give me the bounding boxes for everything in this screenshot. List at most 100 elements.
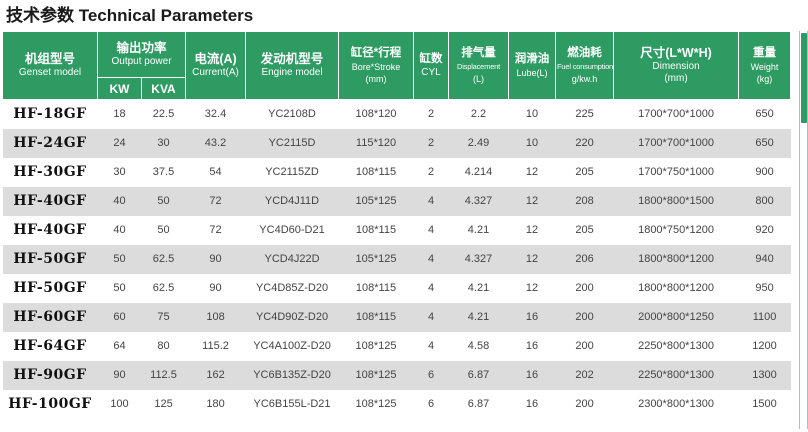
col-header-output-power: 输出功率 Output power <box>96 31 187 78</box>
table-cell: 225 <box>555 99 614 129</box>
table-cell: 1800*800*1200 <box>613 273 739 303</box>
table-cell: 105*125 <box>338 244 414 274</box>
bore-stroke-en: Bore*Stroke <box>351 62 401 72</box>
kw-label: KW <box>109 81 130 96</box>
table-cell: 162 <box>185 360 246 390</box>
cell-genset-model: HF-64GF <box>2 331 98 361</box>
table-cell: 72 <box>185 215 246 245</box>
displacement-en: Displacement <box>456 62 501 71</box>
table-cell: 50 <box>141 215 186 245</box>
cell-genset-model: HF-18GF <box>2 99 98 129</box>
table-cell: 80 <box>141 331 186 361</box>
table-cell: 108*115 <box>338 273 414 303</box>
table-cell: 205 <box>555 215 614 245</box>
table-cell: 90 <box>97 360 142 390</box>
page-title: 技术参数 Technical Parameters <box>6 6 254 25</box>
bore-stroke-cn: 缸径*行程 <box>350 47 402 59</box>
cyl-cn: 缸数 <box>419 53 443 65</box>
table-cell: 180 <box>185 389 246 419</box>
col-header-fuel-consumption: 燃油耗 Fuel consumption g/kw.h <box>555 31 615 100</box>
table-row: HF-40GF 40 50 72 YC4D60-D21 108*115 4 4.21 12 205… <box>2 215 791 245</box>
cell-genset-model: HF-24GF <box>2 128 98 158</box>
table-cell: 90 <box>185 273 246 303</box>
table-cell: YC6B155L-D21 <box>245 389 339 419</box>
table-cell: 108*115 <box>338 302 414 332</box>
table-cell: 16 <box>508 302 556 332</box>
table-cell: 90 <box>185 244 246 274</box>
table-cell: 112.5 <box>141 360 186 390</box>
genset-model-cn: 机组型号 <box>24 52 75 66</box>
table-cell: 2300*800*1300 <box>613 389 739 419</box>
table-cell: 202 <box>555 360 614 390</box>
table-cell: 1800*750*1200 <box>613 215 739 245</box>
table-cell: 4 <box>413 302 449 332</box>
current-en: Current(A) <box>192 67 239 78</box>
table-cell: 125 <box>141 389 186 419</box>
table-row: HF-50GF 50 62.5 90 YCD4J22D 105*125 4 4.327 12 20… <box>2 244 791 274</box>
output-power-en: Output power <box>111 56 172 67</box>
output-power-cn: 输出功率 <box>116 41 167 55</box>
table-cell: 200 <box>555 331 614 361</box>
table-cell: 1700*700*1000 <box>613 99 739 129</box>
table-cell: 108*125 <box>338 389 414 419</box>
fuel-consumption-unit: g/kw.h <box>571 74 598 84</box>
table-cell: YC4D90Z-D20 <box>245 302 339 332</box>
table-cell: YCD4J11D <box>245 186 339 216</box>
engine-model-cn: 发动机型号 <box>260 52 324 66</box>
table-cell: 4 <box>413 215 449 245</box>
table-cell: 60 <box>97 302 142 332</box>
col-header-bore-stroke: 缸径*行程 Bore*Stroke (mm) <box>338 31 415 100</box>
table-cell: 1300 <box>738 360 791 390</box>
table-cell: 108*125 <box>338 360 414 390</box>
table-cell: 16 <box>508 389 556 419</box>
table-cell: 40 <box>97 186 142 216</box>
col-header-genset-model: 机组型号 Genset model <box>2 31 98 100</box>
table-cell: 900 <box>738 157 791 187</box>
table-cell: 6 <box>413 389 449 419</box>
table-cell: 6.87 <box>448 360 509 390</box>
table-cell: 206 <box>555 244 614 274</box>
table-cell: 1800*800*1500 <box>613 186 739 216</box>
parameters-table-container: 机组型号 Genset model 输出功率 Output power 电流(A… <box>2 31 792 427</box>
fuel-consumption-en: Fuel consumption <box>557 62 614 71</box>
table-cell: 32.4 <box>185 99 246 129</box>
table-row: HF-100GF 100 125 180 YC6B155L-D21 108*125 6 6.8… <box>2 389 791 419</box>
table-cell: 920 <box>738 215 791 245</box>
table-cell: 800 <box>738 186 791 216</box>
table-cell: 12 <box>508 244 556 274</box>
table-cell: 208 <box>555 186 614 216</box>
table-row: HF-90GF 90 112.5 162 YC6B135Z-D20 108*125 6 6.8… <box>2 360 791 390</box>
table-row: HF-40GF 40 50 72 YCD4J11D 105*125 4 4.327 12 208 1… <box>2 186 791 216</box>
table-cell: 18 <box>97 99 142 129</box>
scrollbar-thumb[interactable] <box>801 33 807 123</box>
table-cell: 2250*800*1300 <box>613 331 739 361</box>
table-cell: 115.2 <box>185 331 246 361</box>
table-cell: 12 <box>508 215 556 245</box>
table-cell: 64 <box>97 331 142 361</box>
table-cell: 100 <box>97 389 142 419</box>
table-cell: 37.5 <box>141 157 186 187</box>
col-header-weight: 重量 Weight (kg) <box>738 31 792 100</box>
col-header-cyl: 缸数 CYL <box>413 31 450 100</box>
table-cell: 200 <box>555 273 614 303</box>
vertical-scrollbar[interactable] <box>799 31 808 429</box>
table-cell: 108*115 <box>338 157 414 187</box>
table-cell: 12 <box>508 273 556 303</box>
table-cell: 1100 <box>738 302 791 332</box>
table-cell: 10 <box>508 128 556 158</box>
table-cell: 10 <box>508 99 556 129</box>
displacement-cn: 排气量 <box>461 47 496 59</box>
table-row: HF-64GF 64 80 115.2 YC4A100Z-D20 108*125 4 4.58… <box>2 331 791 361</box>
col-header-lube: 润滑油 Lube(L) <box>508 31 557 100</box>
table-cell: 6 <box>413 360 449 390</box>
table-cell: 4.21 <box>448 215 509 245</box>
dimension-cn: 尺寸(L*W*H) <box>640 46 712 60</box>
bore-stroke-unit: (mm) <box>365 74 387 84</box>
table-cell: YC4D60-D21 <box>245 215 339 245</box>
table-cell: 4.21 <box>448 273 509 303</box>
table-cell: 50 <box>97 244 142 274</box>
displacement-unit: (L) <box>473 74 485 84</box>
table-cell: YC4A100Z-D20 <box>245 331 339 361</box>
table-cell: 16 <box>508 360 556 390</box>
table-cell: 115*120 <box>338 128 414 158</box>
